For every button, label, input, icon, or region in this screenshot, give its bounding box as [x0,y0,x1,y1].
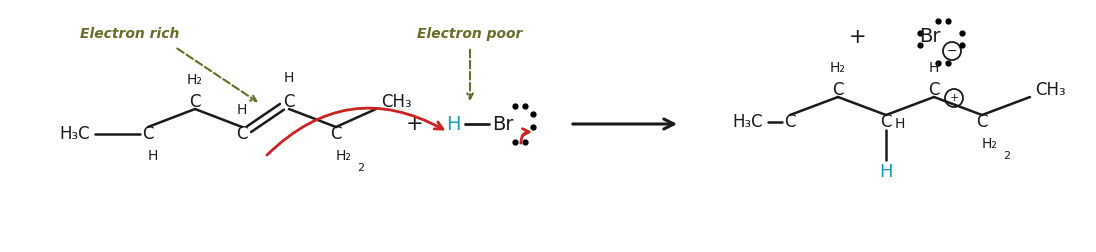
Text: 2: 2 [1004,151,1011,161]
Text: H₃C: H₃C [733,113,763,131]
Text: C: C [832,81,844,99]
Text: H: H [894,117,905,131]
Text: Electron rich: Electron rich [80,27,180,41]
Text: C: C [785,113,796,131]
Text: C: C [237,125,248,143]
Text: +: + [407,114,424,134]
Text: H: H [148,149,158,163]
Text: CH₃: CH₃ [381,93,412,111]
Text: H: H [446,114,460,134]
Text: −: − [947,45,957,57]
FancyArrowPatch shape [178,49,256,101]
FancyArrowPatch shape [267,108,443,155]
Text: C: C [977,113,987,131]
Text: H₃C: H₃C [59,125,90,143]
Text: Electron poor: Electron poor [418,27,523,41]
Text: Br: Br [920,27,940,47]
Text: H: H [879,163,893,181]
FancyArrowPatch shape [467,50,472,99]
Text: H: H [928,61,939,75]
Text: H₂: H₂ [982,137,998,151]
Text: Br: Br [492,114,514,134]
Text: C: C [190,93,201,111]
Text: C: C [283,93,295,111]
Text: C: C [330,125,342,143]
Text: CH₃: CH₃ [1035,81,1065,99]
Text: H₂: H₂ [187,73,203,87]
Text: +: + [849,27,867,47]
Text: C: C [928,81,939,99]
Text: 2: 2 [357,163,365,173]
FancyArrowPatch shape [521,129,529,143]
Text: H: H [237,103,248,117]
Text: C: C [142,125,153,143]
Text: +: + [949,93,959,103]
Text: H₂: H₂ [336,149,352,163]
Text: C: C [880,113,892,131]
Text: H₂: H₂ [830,61,846,75]
Text: H: H [284,71,294,85]
